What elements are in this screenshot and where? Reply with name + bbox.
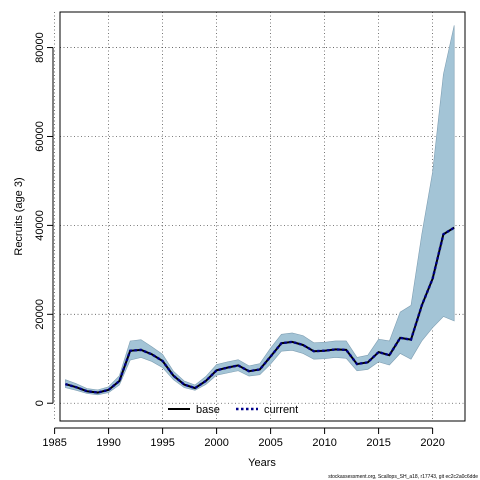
y-tick-label: 20000: [34, 299, 46, 330]
y-tick-label: 60000: [34, 121, 46, 152]
x-tick-label: 2020: [420, 437, 444, 449]
x-tick-label: 2005: [258, 437, 282, 449]
grid-lines: [54, 12, 465, 421]
y-axis: 0 20000 40000 60000 80000: [34, 32, 54, 406]
confidence-band: [65, 25, 455, 396]
x-tick-label: 2010: [312, 437, 336, 449]
x-tick-label: 2000: [204, 437, 228, 449]
plot-frame: [59, 11, 466, 422]
x-tick-label: 2015: [366, 437, 390, 449]
x-tick-label: 1990: [96, 437, 120, 449]
y-axis-title: Recruits (age 3): [13, 177, 25, 255]
series-line-current: [65, 226, 455, 394]
legend: base current: [168, 404, 298, 416]
x-axis: 1985 1990 1995 2000 2005 2010 2015 2020: [42, 427, 445, 449]
legend-label-current: current: [264, 404, 298, 416]
x-tick-label: 1985: [42, 437, 66, 449]
y-tick-label: 40000: [34, 210, 46, 241]
y-tick-label: 80000: [34, 32, 46, 63]
y-tick-label: 0: [34, 400, 46, 406]
confidence-interval-area: [65, 25, 455, 396]
series-lines: [65, 226, 455, 394]
source-caption: stockassessment.org, Scallops_SH_a18, r1…: [328, 474, 478, 480]
x-axis-title: Years: [248, 457, 276, 469]
x-tick-label: 1995: [150, 437, 174, 449]
legend-label-base: base: [196, 404, 220, 416]
